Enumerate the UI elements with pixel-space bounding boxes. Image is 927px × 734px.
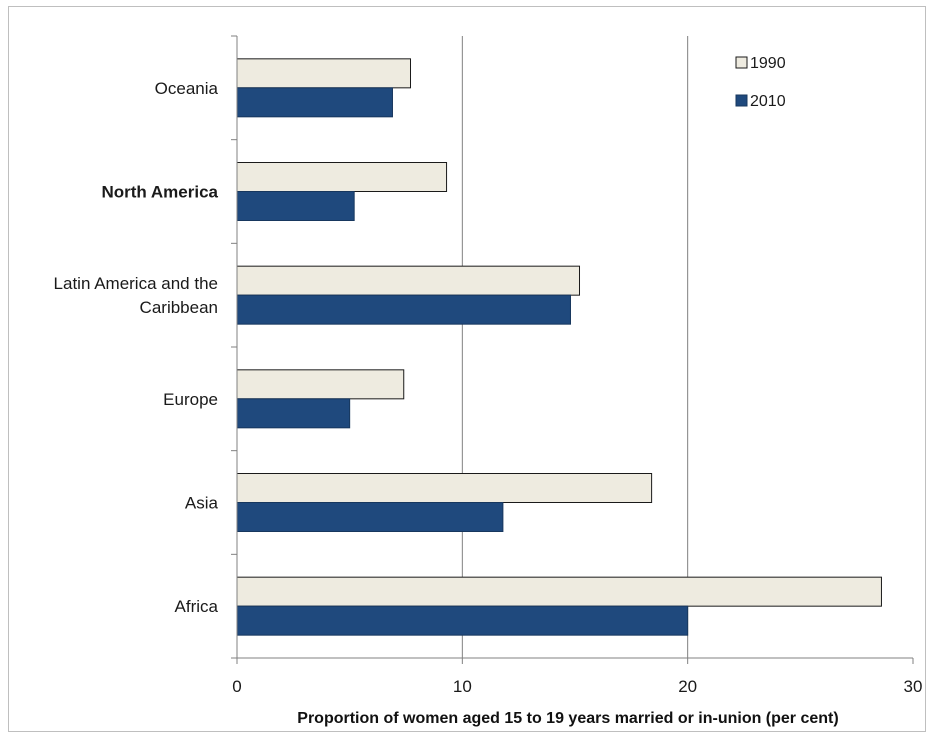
gridlines [461,36,689,658]
bar-1990-europe [236,369,405,400]
legend-swatch-2010 [735,94,748,107]
category-labels: Oceania North America Latin America and th… [54,79,219,616]
bar-1990-latin-america-and-the-caribbean [236,265,581,296]
category-label: North America [101,183,218,202]
category-label-line: Caribbean [140,298,218,317]
legend-label-1990: 1990 [750,55,786,72]
category-label: Asia [185,494,219,513]
category-label: Europe [163,390,218,409]
category-label: Latin America and the Caribbean [54,274,218,317]
bar-2010-asia [236,502,504,532]
category-label-line: Latin America and the [54,274,218,293]
bar-1990-oceania [236,58,412,89]
bar-1990-asia [236,473,653,503]
category-label-line: Africa [175,597,219,616]
category-label: Africa [175,597,219,616]
x-tick-label: 10 [453,677,472,696]
category-label: Oceania [155,79,219,98]
x-tick-label: 20 [678,677,697,696]
legend-swatch-1990 [735,56,748,69]
bar-1990-africa [236,576,882,607]
category-label-line: Oceania [155,79,219,98]
x-tick-labels: 0 10 20 30 [232,677,922,696]
legend: 1990 2010 [735,55,786,110]
x-tick-label: 0 [232,677,241,696]
bar-2010-europe [236,398,351,429]
category-label-line: North America [101,183,218,202]
bar-2010-oceania [236,87,393,118]
x-tick-label: 30 [904,677,923,696]
axes [231,35,914,664]
bar-2010-africa [236,605,689,636]
bar-2010-north-america [236,191,355,221]
bar-1990-north-america [236,162,448,192]
bar-2010-latin-america-and-the-caribbean [236,294,571,325]
legend-label-2010: 2010 [750,93,786,110]
category-label-line: Europe [163,390,218,409]
category-label-line: Asia [185,494,219,513]
x-axis-title: Proportion of women aged 15 to 19 years … [297,710,838,727]
bars [236,58,882,636]
